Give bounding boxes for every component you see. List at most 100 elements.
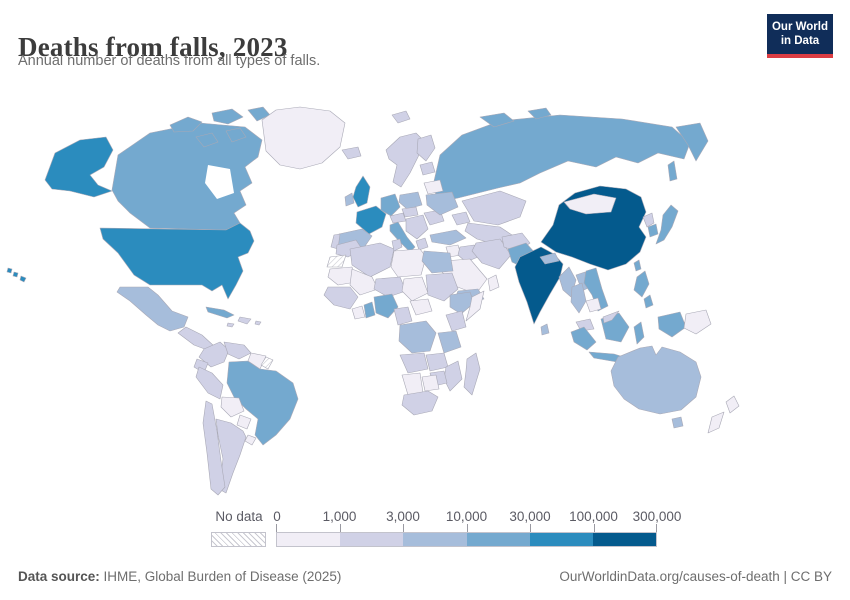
country-ivory-coast[interactable] <box>351 305 366 320</box>
country-chile[interactable] <box>202 400 226 496</box>
country-united-kingdom[interactable] <box>352 175 371 208</box>
country-puerto-rico[interactable] <box>254 320 262 326</box>
attribution-link[interactable]: OurWorldinData.org/causes-of-death | CC … <box>559 569 832 584</box>
country-philippines[interactable] <box>643 294 654 309</box>
country-tanzania[interactable] <box>437 330 462 354</box>
country-iran[interactable] <box>471 238 512 270</box>
country-baltics[interactable] <box>419 161 436 176</box>
country-paraguay[interactable] <box>236 414 252 430</box>
country-caucasus[interactable] <box>451 211 471 226</box>
country-western-sahara[interactable] <box>326 254 347 268</box>
country-central-african-republic[interactable] <box>409 298 433 316</box>
country-australia-tasmania[interactable] <box>671 416 684 429</box>
country-mongolia[interactable] <box>563 193 617 215</box>
country-malaysia-borneo[interactable] <box>602 310 620 324</box>
country-iceland[interactable] <box>341 146 362 160</box>
country-canada-arctic[interactable] <box>195 132 219 148</box>
owid-logo[interactable]: Our World in Data <box>767 14 833 58</box>
country-sri-lanka[interactable] <box>540 323 550 336</box>
country-libya[interactable] <box>390 248 427 278</box>
country-norway-sweden[interactable] <box>385 132 425 188</box>
country-uruguay[interactable] <box>244 434 257 446</box>
country-dr-congo[interactable] <box>398 320 437 354</box>
country-taiwan[interactable] <box>633 259 642 272</box>
country-canada-arctic[interactable] <box>211 108 244 125</box>
country-angola[interactable] <box>399 352 429 374</box>
country-svalbard[interactable] <box>391 110 411 124</box>
country-india[interactable] <box>514 246 564 325</box>
country-nepal[interactable] <box>539 252 560 265</box>
legend-bin-2[interactable] <box>340 533 404 546</box>
country-russia-sakhalin[interactable] <box>667 160 678 182</box>
country-canada-arctic[interactable] <box>169 116 203 133</box>
country-indonesia-sulawesi[interactable] <box>633 321 645 345</box>
country-australia[interactable] <box>610 345 702 415</box>
country-cambodia[interactable] <box>585 297 602 313</box>
legend-bin-4[interactable] <box>466 533 530 546</box>
country-belarus[interactable] <box>423 179 444 195</box>
country-germany[interactable] <box>380 193 401 217</box>
country-finland[interactable] <box>416 134 436 162</box>
country-new-zealand[interactable] <box>707 411 725 434</box>
country-russia-arctic[interactable] <box>527 107 552 120</box>
country-mauritania[interactable] <box>327 266 357 286</box>
legend-bin-3[interactable] <box>403 533 467 546</box>
country-czech-slovakia[interactable] <box>401 206 419 218</box>
country-cameroon[interactable] <box>393 306 413 326</box>
country-bolivia[interactable] <box>220 396 245 418</box>
country-colombia[interactable] <box>198 341 230 368</box>
country-french-guiana[interactable] <box>260 356 274 370</box>
country-botswana[interactable] <box>421 374 440 392</box>
country-tunisia[interactable] <box>391 238 403 252</box>
country-france[interactable] <box>355 205 387 235</box>
country-united-states-hawaii[interactable] <box>6 267 27 283</box>
country-hispaniola[interactable] <box>237 316 252 325</box>
country-ireland[interactable] <box>344 192 355 207</box>
country-russia[interactable] <box>431 114 691 202</box>
country-namibia[interactable] <box>401 372 424 396</box>
country-ghana[interactable] <box>363 301 376 319</box>
legend-bin-1[interactable] <box>277 533 341 546</box>
country-south-korea[interactable] <box>647 223 659 238</box>
country-russia-kamchatka[interactable] <box>675 122 709 162</box>
country-west-africa[interactable] <box>323 286 359 310</box>
country-new-zealand[interactable] <box>725 395 740 414</box>
country-mali[interactable] <box>349 268 379 296</box>
country-united-states[interactable] <box>99 222 255 300</box>
country-greece[interactable] <box>415 237 429 251</box>
country-nigeria[interactable] <box>373 293 399 319</box>
country-mexico[interactable] <box>116 286 189 332</box>
country-uganda-kenya[interactable] <box>445 310 467 332</box>
country-turkey[interactable] <box>429 229 467 246</box>
country-niger[interactable] <box>373 276 407 298</box>
country-oman[interactable] <box>487 274 500 292</box>
legend-bin-6[interactable] <box>592 533 657 546</box>
country-egypt[interactable] <box>421 250 454 274</box>
country-papua-new-guinea[interactable] <box>683 309 712 335</box>
legend-no-data-swatch[interactable] <box>211 532 266 547</box>
country-north-korea[interactable] <box>642 212 655 228</box>
country-kazakhstan[interactable] <box>461 190 527 226</box>
country-canada-arctic[interactable] <box>225 127 247 143</box>
country-indonesia-sumatra[interactable] <box>570 326 597 351</box>
country-philippines[interactable] <box>633 270 650 298</box>
country-ukraine[interactable] <box>425 191 459 216</box>
country-china[interactable] <box>540 185 647 271</box>
country-madagascar[interactable] <box>463 352 481 396</box>
country-south-africa[interactable] <box>401 390 439 416</box>
country-somalia[interactable] <box>465 290 485 322</box>
country-venezuela[interactable] <box>223 341 252 360</box>
country-argentina[interactable] <box>215 418 247 494</box>
country-balkans[interactable] <box>405 214 429 240</box>
legend-bin-5[interactable] <box>529 533 593 546</box>
country-russia-arctic[interactable] <box>479 112 515 128</box>
country-thailand[interactable] <box>570 282 587 314</box>
country-chad[interactable] <box>401 276 429 302</box>
country-cuba[interactable] <box>205 306 235 319</box>
country-zambia[interactable] <box>425 352 449 372</box>
country-malaysia[interactable] <box>575 318 595 332</box>
country-algeria[interactable] <box>349 242 395 278</box>
country-japan[interactable] <box>655 204 679 245</box>
country-poland[interactable] <box>398 191 423 210</box>
country-peru[interactable] <box>195 366 224 400</box>
